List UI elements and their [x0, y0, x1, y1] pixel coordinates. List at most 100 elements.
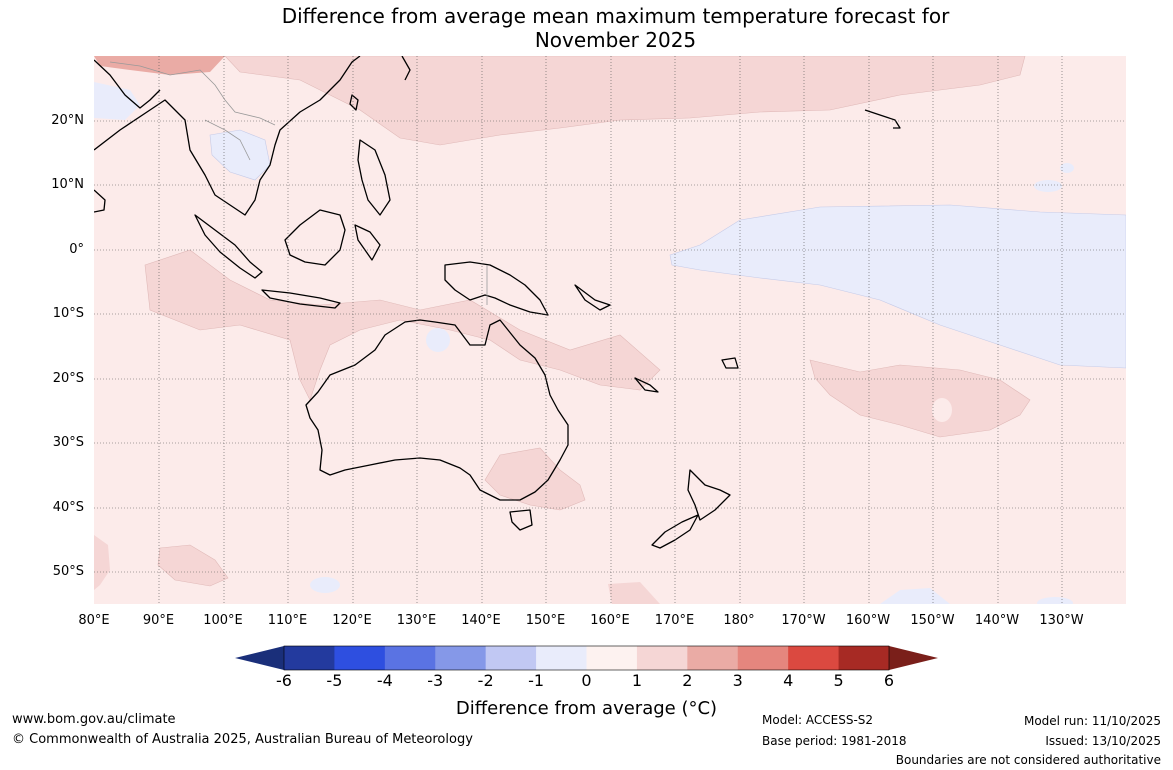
colorbar-cell	[636, 646, 688, 670]
colorbar-cell	[536, 646, 587, 670]
mainland-asia-coast	[94, 56, 361, 216]
colorbar-cell	[838, 646, 890, 670]
borneo-coast	[284, 209, 346, 266]
sumatra-coast	[194, 214, 263, 279]
colorbar-cell	[788, 646, 840, 670]
lon-label: 80°E	[78, 613, 110, 628]
lat-label: 10°S	[52, 306, 84, 321]
anomaly-region-hawaii	[1034, 180, 1062, 192]
country-borders	[109, 61, 488, 305]
india-coast	[94, 59, 161, 109]
lon-label: 160°E	[590, 613, 630, 628]
colorbar-tick-label: 0	[581, 671, 592, 690]
model-text: Model: ACCESS-S2	[762, 713, 874, 727]
colorbar-cell	[687, 646, 739, 670]
new-caledonia-coast	[634, 377, 659, 393]
anomaly-region-nw-australia	[426, 328, 450, 352]
anomaly-region-south-central	[608, 582, 660, 604]
tasmania-coast	[509, 509, 533, 531]
lon-label: 130°W	[1039, 613, 1084, 628]
fiji-coast	[721, 357, 739, 369]
issued-text: Issued: 13/10/2025	[1045, 734, 1161, 748]
colorbar-tick-label: -5	[326, 671, 343, 690]
anomaly-region-north-pacific	[224, 56, 1026, 146]
colorbar-cell	[586, 646, 638, 670]
lon-label: 90°E	[142, 613, 175, 628]
new-guinea-coast	[444, 261, 549, 316]
sri-lanka-coast	[94, 189, 106, 213]
lat-label: 40°S	[52, 500, 84, 515]
lon-label: 140°E	[461, 613, 501, 628]
graticule	[94, 56, 1126, 604]
lat-label: 10°N	[51, 177, 84, 192]
anomaly-region-west-indian	[94, 82, 140, 120]
colorbar	[235, 645, 938, 671]
map-title-line1: Difference from average mean maximum tem…	[281, 4, 950, 28]
colorbar-cell	[384, 646, 436, 670]
japan-coast	[401, 56, 411, 81]
solomon-islands-coast	[574, 284, 611, 311]
colorbar-tick-label: 4	[783, 671, 794, 690]
copyright-text: © Commonwealth of Australia 2025, Austra…	[12, 732, 473, 747]
colorbar-tick-label: 1	[631, 671, 642, 690]
lon-label: 160°W	[845, 613, 891, 628]
anomaly-region-tasman	[484, 447, 586, 511]
coastlines	[94, 56, 901, 549]
lon-label: 180°	[723, 613, 755, 628]
sulawesi-coast	[354, 224, 381, 261]
lon-label: 100°E	[203, 613, 243, 628]
colorbar-tick-label: -2	[477, 671, 494, 690]
colorbar-tick-label: -4	[376, 671, 393, 690]
map-area	[94, 56, 1126, 604]
lon-label: 140°W	[974, 613, 1020, 628]
colorbar-tick-label: -6	[276, 671, 292, 690]
anomaly-region-south-indian	[310, 577, 340, 593]
australia-coast	[305, 319, 569, 501]
anomaly-region-indian-ocean	[144, 249, 661, 401]
colorbar-high-extend	[889, 646, 938, 670]
colorbar-cell	[334, 646, 386, 670]
colorbar-tick-label: 6	[883, 671, 895, 690]
anomaly-region-south-east	[1037, 597, 1073, 604]
anomaly-region-west-edge	[94, 535, 110, 590]
colorbar-tick-label: -1	[528, 671, 545, 690]
lon-label: 170°E	[654, 613, 695, 628]
anomaly-region-southwest	[157, 544, 229, 587]
disclaimer-text: Boundaries are not considered authoritat…	[895, 753, 1161, 767]
colorbar-tick-label: 2	[682, 671, 693, 690]
base-period-text: Base period: 1981-2018	[762, 734, 907, 748]
new-zealand-north-coast	[687, 469, 731, 521]
anomaly-hole-south-pacific	[932, 398, 952, 422]
taiwan-coast	[349, 94, 359, 111]
asia-borders	[109, 61, 276, 126]
anomaly-region-hawaii-small	[1060, 163, 1074, 173]
lon-label: 130°E	[396, 613, 437, 628]
colorbar-low-extend	[235, 646, 284, 670]
colorbar-label: Difference from average (°C)	[455, 698, 718, 719]
anomaly-region-nw	[94, 56, 225, 75]
colorbar-tick-label: -3	[427, 671, 444, 690]
lon-label: 150°W	[910, 613, 955, 628]
lat-label: 30°S	[52, 435, 84, 450]
colorbar-cell	[485, 646, 537, 670]
map-title-line2: November 2025	[534, 28, 697, 52]
anomaly-region-indochina	[209, 129, 271, 181]
java-coast	[261, 289, 341, 309]
hawaii-coast	[864, 109, 901, 129]
lat-label: 20°N	[51, 113, 84, 128]
anomaly-region-southeast-pacific	[880, 588, 950, 604]
colorbar-cell	[435, 646, 487, 670]
philippines-coast	[357, 139, 391, 216]
new-zealand-south-coast	[651, 514, 699, 549]
website-link[interactable]: www.bom.gov.au/climate	[12, 712, 176, 727]
colorbar-cell	[284, 646, 335, 670]
colorbar-tick-label: 5	[833, 671, 844, 690]
lon-label: 110°E	[267, 613, 308, 628]
lat-label: 20°S	[52, 371, 84, 386]
lat-label: 0°	[69, 242, 84, 257]
lon-label: 170°W	[781, 613, 826, 628]
colorbar-cell	[737, 646, 789, 670]
lon-label: 120°E	[332, 613, 372, 628]
lon-label: 150°E	[525, 613, 566, 628]
